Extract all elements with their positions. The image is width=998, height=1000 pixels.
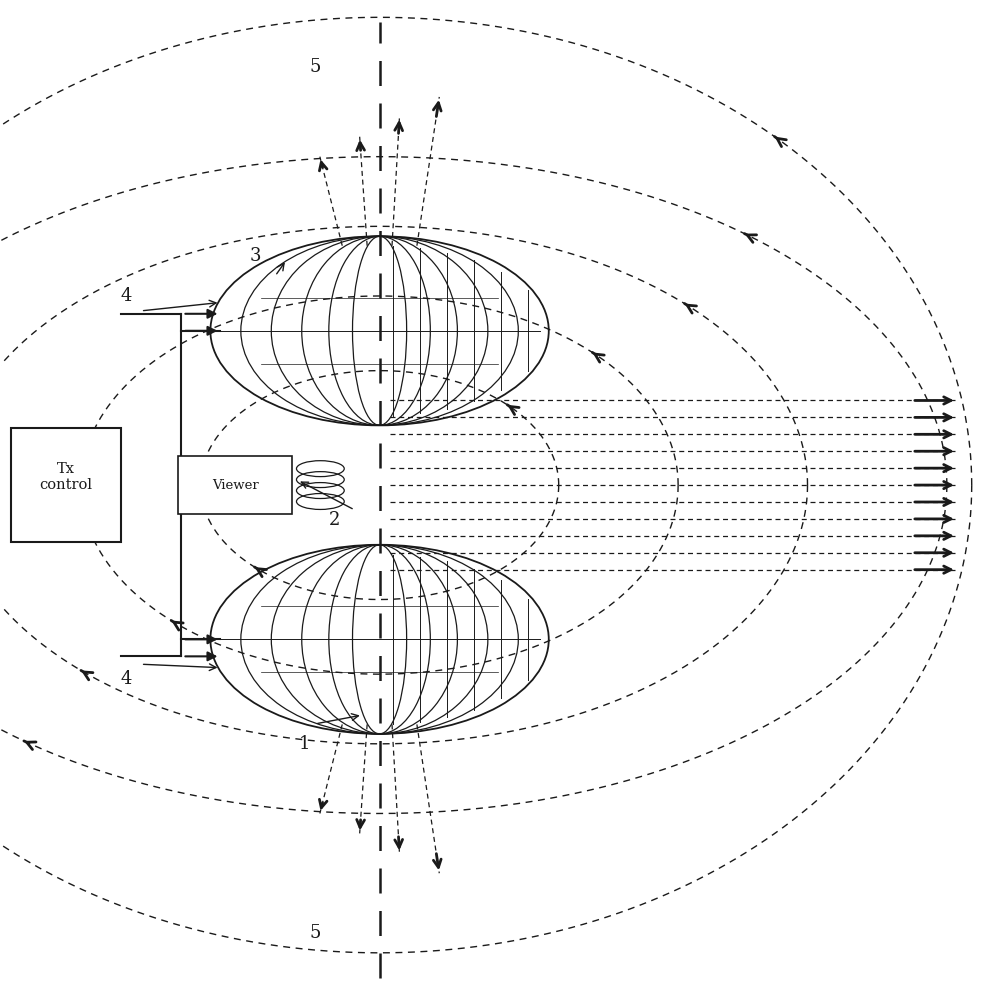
Text: 5: 5 — [309, 58, 320, 76]
Text: 4: 4 — [120, 670, 132, 688]
Text: 4: 4 — [120, 287, 132, 305]
Text: Viewer: Viewer — [212, 479, 258, 492]
Bar — [11, 428, 121, 542]
Text: 2: 2 — [329, 511, 340, 529]
Text: 3: 3 — [250, 247, 260, 265]
Text: 5: 5 — [309, 924, 320, 942]
Text: Tx
control: Tx control — [40, 462, 93, 492]
Text: 1: 1 — [299, 735, 310, 753]
Bar — [178, 456, 292, 514]
